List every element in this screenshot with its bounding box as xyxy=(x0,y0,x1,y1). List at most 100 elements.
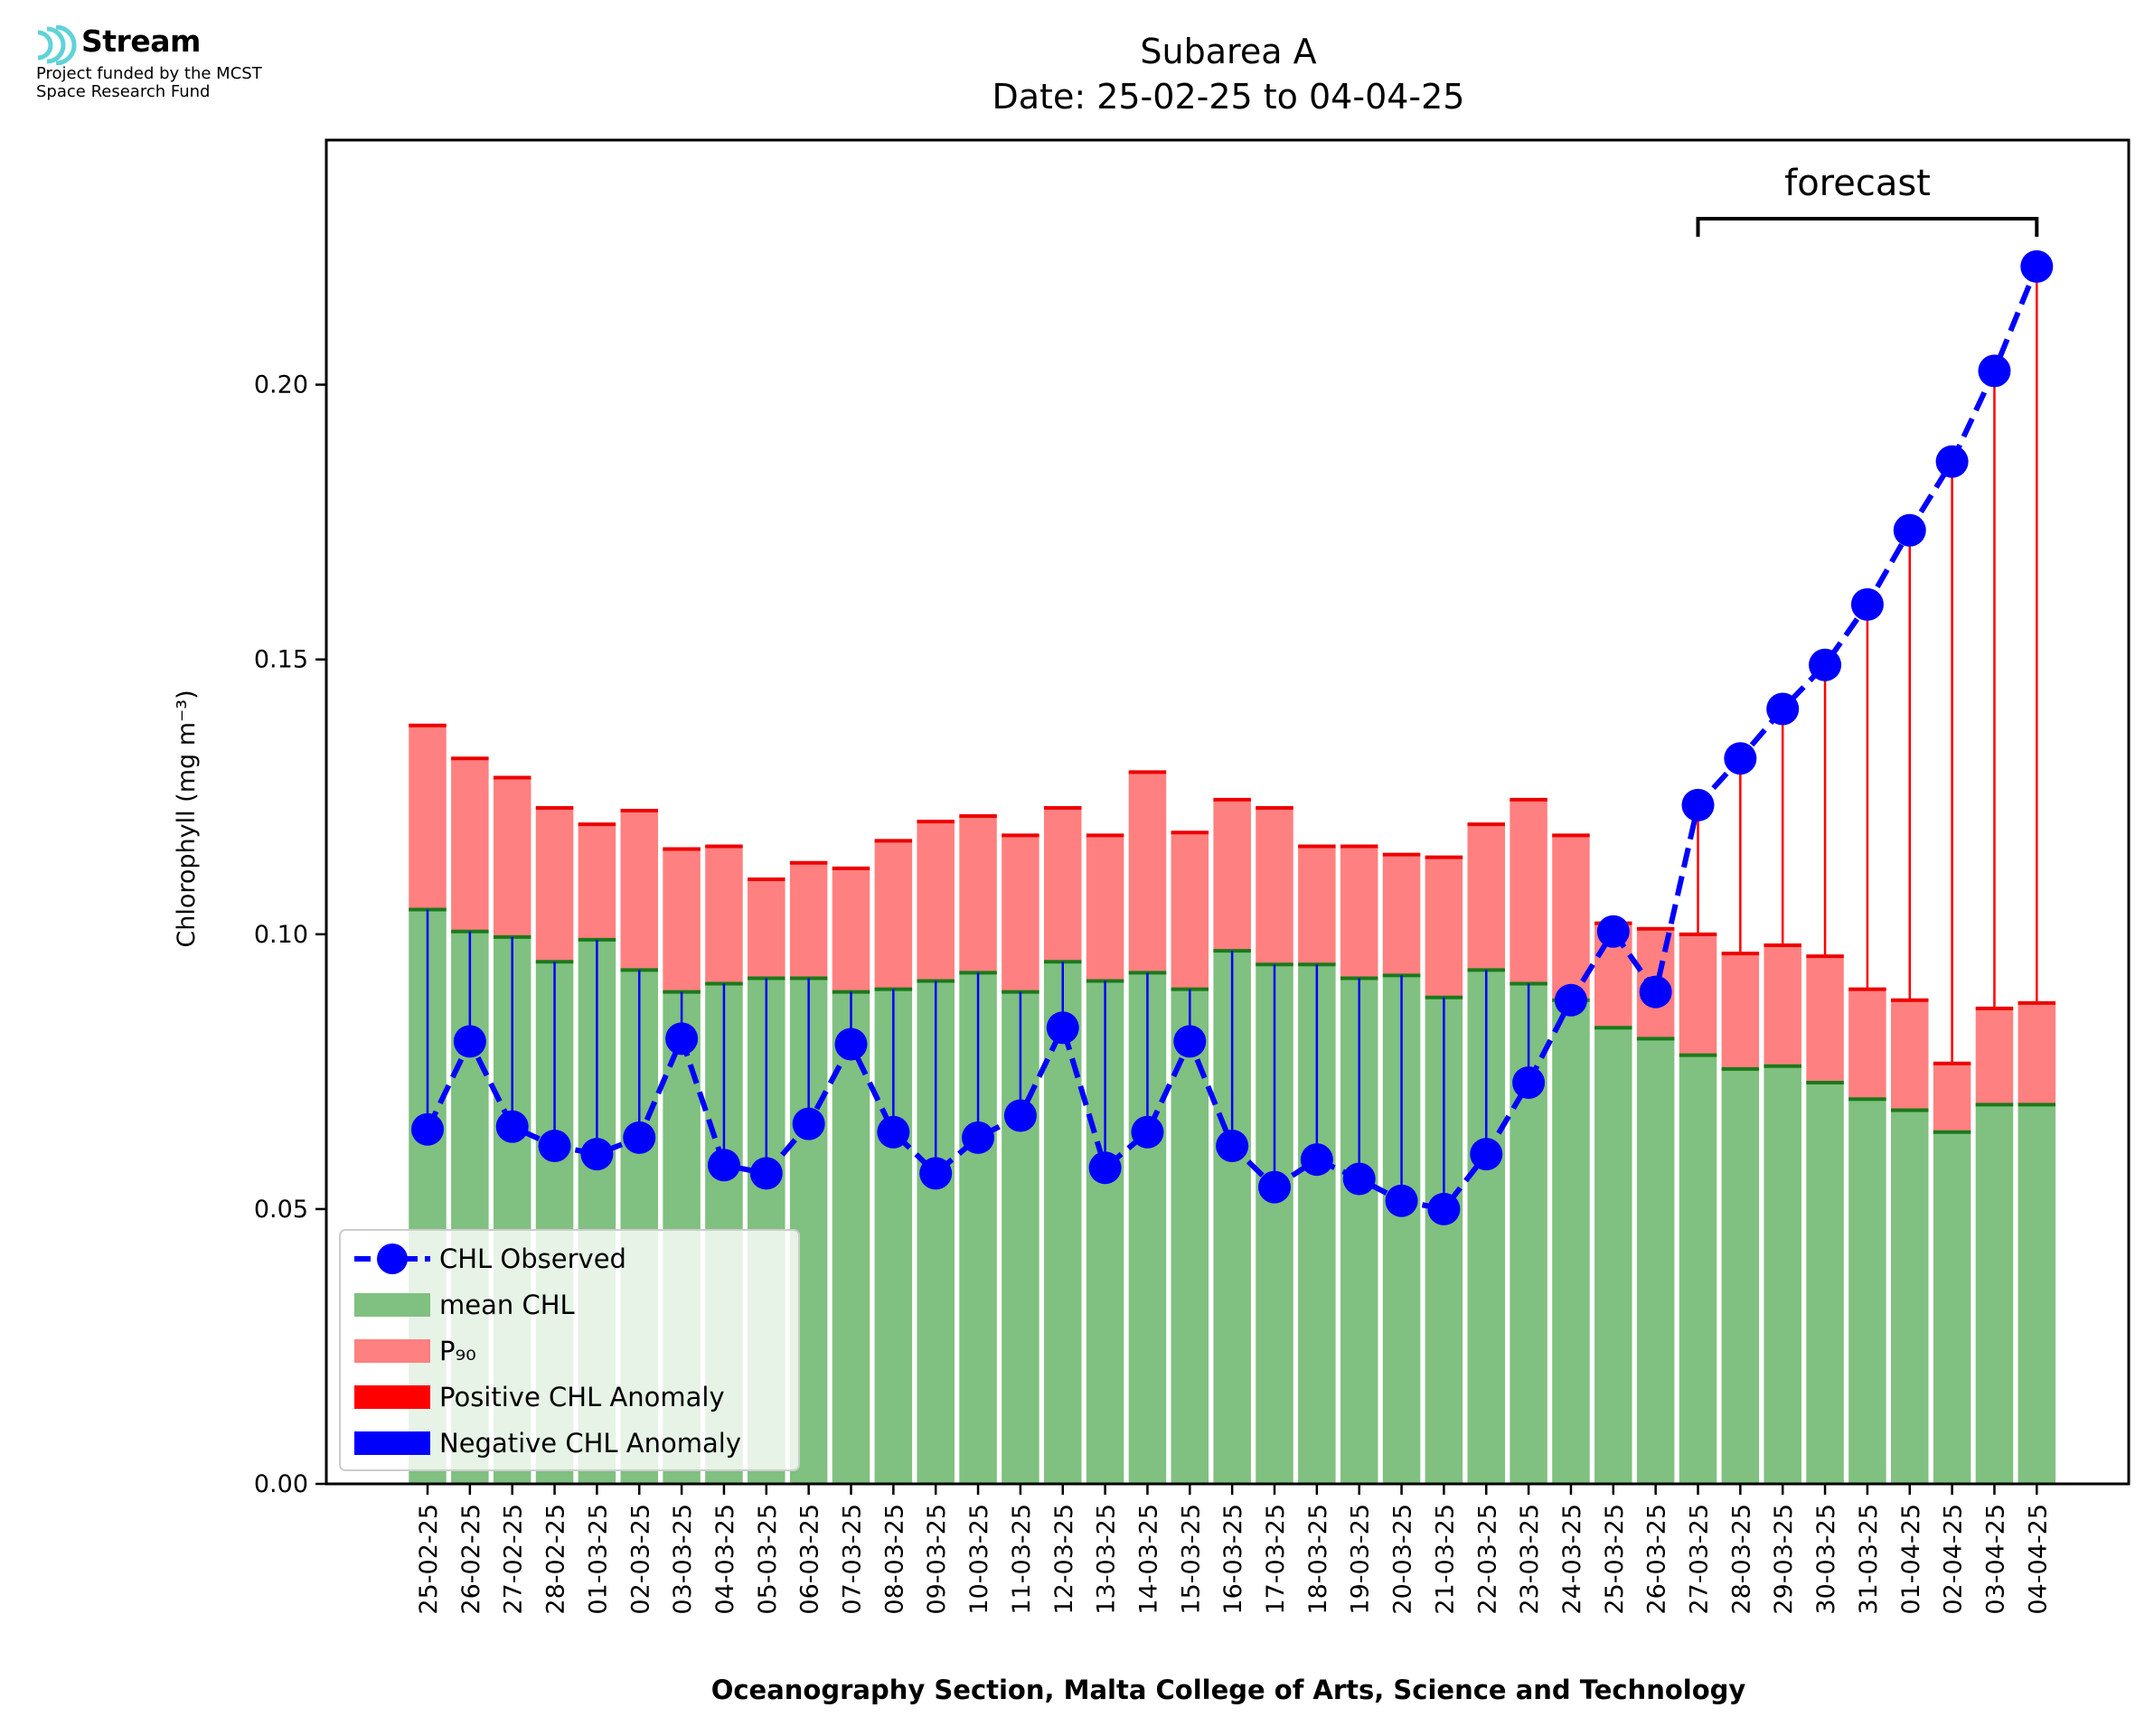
p90-bar xyxy=(1848,989,1886,1100)
p90-bar xyxy=(705,846,743,984)
observed-point xyxy=(1216,1129,1249,1162)
x-tick-label: 17-03-25 xyxy=(1262,1504,1290,1615)
p90-bar xyxy=(1171,832,1209,990)
x-tick-label: 25-03-25 xyxy=(1601,1504,1629,1615)
p90-bar xyxy=(917,821,955,981)
x-tick-label: 03-03-25 xyxy=(669,1504,697,1615)
observed-point xyxy=(1766,692,1800,726)
x-tick-label: 28-02-25 xyxy=(542,1504,570,1615)
mean-bar xyxy=(1764,1065,1801,1484)
legend-swatch xyxy=(354,1293,430,1317)
x-tick-label: 24-03-25 xyxy=(1558,1504,1586,1615)
x-tick-label: 23-03-25 xyxy=(1516,1504,1544,1615)
legend-swatch xyxy=(354,1431,430,1455)
observed-point xyxy=(1554,983,1587,1017)
p90-bar xyxy=(1382,854,1421,976)
mean-bar xyxy=(1636,1038,1675,1484)
observed-point xyxy=(495,1110,529,1143)
x-tick-label: 02-04-25 xyxy=(1940,1504,1968,1615)
x-tick-label: 14-03-25 xyxy=(1134,1504,1162,1615)
observed-point xyxy=(1978,354,2011,388)
observed-point xyxy=(792,1107,825,1140)
x-tick-label: 27-02-25 xyxy=(500,1504,528,1615)
p90-bar xyxy=(1891,999,1929,1111)
logo-name: Stream xyxy=(81,23,201,59)
p90-bar xyxy=(1298,846,1336,965)
observed-point xyxy=(1850,587,1884,621)
x-axis-label: Oceanography Section, Malta College of A… xyxy=(711,1675,1746,1705)
x-tick-label: 16-03-25 xyxy=(1219,1504,1247,1615)
mean-bar xyxy=(1679,1055,1717,1484)
mean-bar xyxy=(1848,1099,1886,1484)
p90-bar xyxy=(1128,772,1167,973)
legend-label: Negative CHL Anomaly xyxy=(439,1428,741,1459)
p90-bar xyxy=(748,879,785,979)
y-axis-label: Chlorophyll (mg m⁻³) xyxy=(173,690,201,947)
legend-swatch xyxy=(354,1385,430,1409)
legend-swatch xyxy=(354,1339,430,1363)
mean-bar xyxy=(2018,1104,2056,1484)
observed-point xyxy=(834,1028,868,1061)
x-tick-label: 01-04-25 xyxy=(1897,1504,1925,1615)
observed-point xyxy=(1470,1138,1503,1171)
observed-point xyxy=(2020,249,2054,283)
observed-point xyxy=(1427,1192,1461,1225)
mean-bar xyxy=(1552,999,1590,1484)
p90-bar xyxy=(1679,934,1717,1056)
legend-swatch-observed-marker xyxy=(377,1243,408,1274)
mean-bar xyxy=(1594,1028,1632,1484)
observed-point xyxy=(1681,788,1715,821)
x-tick-label: 26-02-25 xyxy=(457,1504,485,1615)
chart-subtitle: Date: 25-02-25 to 04-04-25 xyxy=(992,77,1465,117)
p90-bar xyxy=(1510,799,1547,984)
mean-bar xyxy=(1975,1104,2014,1484)
x-tick-label: 04-03-25 xyxy=(711,1504,739,1615)
mean-bar xyxy=(1891,1110,1929,1484)
observed-point xyxy=(1935,445,1969,478)
observed-point xyxy=(1512,1066,1546,1100)
mean-bar xyxy=(1933,1131,1971,1484)
observed-point xyxy=(580,1138,614,1171)
forecast-bracket-line xyxy=(1696,217,2039,237)
plot-frame xyxy=(325,138,2130,1486)
observed-point xyxy=(1258,1170,1291,1204)
p90-bar xyxy=(1764,944,1801,1066)
p90-bar xyxy=(959,816,997,973)
observed-point xyxy=(1173,1025,1207,1058)
observed-point xyxy=(877,1115,910,1149)
chart-title: Subarea A xyxy=(1140,32,1316,71)
p90-bar xyxy=(493,777,531,937)
p90-bar xyxy=(578,824,616,940)
logo-funding-line-2: Space Research Fund xyxy=(36,82,211,101)
observed-point xyxy=(919,1157,953,1190)
p90-bar xyxy=(535,807,574,962)
y-tick-label: 0.10 xyxy=(254,921,308,949)
x-tick-label: 07-03-25 xyxy=(839,1504,867,1615)
x-tick-label: 03-04-25 xyxy=(1981,1504,2009,1615)
x-tick-label: 31-03-25 xyxy=(1855,1504,1883,1615)
p90-bar xyxy=(1933,1063,1971,1132)
p90-bar xyxy=(789,862,828,979)
x-tick-label: 21-03-25 xyxy=(1431,1504,1459,1615)
x-tick-label: 08-03-25 xyxy=(880,1504,908,1615)
observed-point xyxy=(1046,1011,1079,1045)
x-tick-label: 30-03-25 xyxy=(1812,1504,1840,1615)
p90-bar xyxy=(1256,807,1293,965)
x-tick-label: 15-03-25 xyxy=(1177,1504,1205,1615)
observed-point xyxy=(623,1121,656,1154)
y-tick-label: 0.00 xyxy=(254,1470,308,1498)
legend-label: Positive CHL Anomaly xyxy=(439,1382,725,1412)
p90-bar xyxy=(1806,956,1844,1084)
x-tick-label: 04-04-25 xyxy=(2024,1504,2052,1615)
legend: CHL Observed mean CHL P₉₀ Positive CHL Anom… xyxy=(339,1229,800,1471)
p90-bar xyxy=(663,849,701,992)
observed-point xyxy=(453,1025,486,1058)
observed-point xyxy=(1003,1099,1037,1132)
p90-bar xyxy=(2018,1002,2056,1105)
x-tick-label: 18-03-25 xyxy=(1304,1504,1332,1615)
x-tick-label: 09-03-25 xyxy=(923,1504,951,1615)
forecast-bracket: forecast xyxy=(1696,163,2039,237)
p90-bar xyxy=(1975,1008,2014,1105)
p90-bar xyxy=(1340,846,1378,979)
